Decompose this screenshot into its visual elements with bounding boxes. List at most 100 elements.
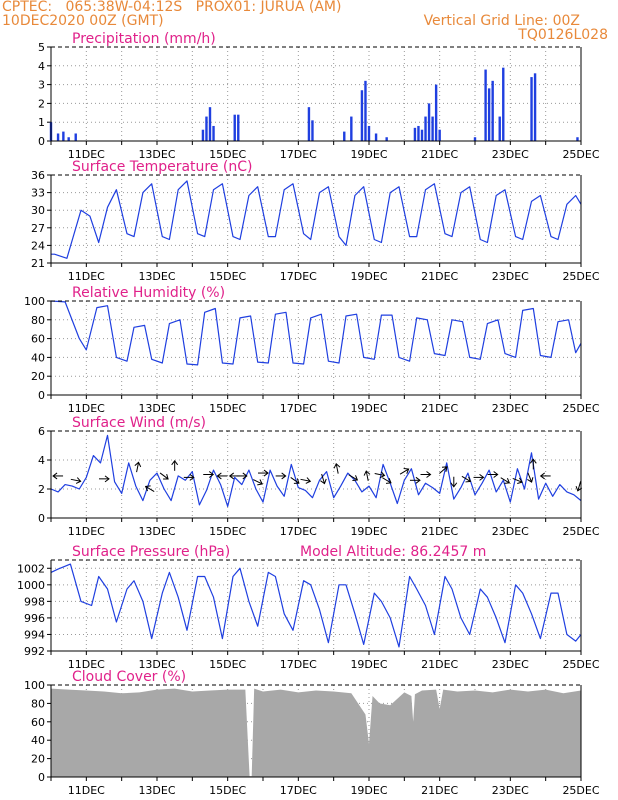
wind-arrow-head (426, 471, 432, 478)
wind-arrow-head (305, 477, 312, 484)
precip-bar (350, 116, 353, 141)
y-tick-label: 2 (38, 483, 45, 496)
wind-arrow-head (575, 486, 583, 492)
y-tick-label: 6 (38, 425, 45, 438)
x-tick-label: 23DEC (492, 402, 529, 415)
precip-bar (374, 133, 378, 141)
precip-bar (367, 125, 371, 141)
panel-title: Surface Wind (m/s) (72, 415, 206, 431)
precip-bar (576, 137, 579, 141)
x-tick-label: 15DEC (209, 658, 246, 671)
wind-arrow-shaft (321, 473, 325, 484)
wind-arrow-head (333, 462, 341, 469)
x-tick-label: 17DEC (280, 270, 317, 283)
wind-arrow (399, 468, 410, 475)
wind-arrow (363, 470, 371, 481)
wind-arrow-head (281, 472, 287, 480)
wind-arrow (171, 459, 179, 471)
precip-bar (364, 80, 367, 141)
x-tick-label: 15DEC (209, 402, 246, 415)
wind-arrow-head (242, 472, 248, 480)
wind-arrow (348, 474, 359, 481)
x-tick-label: 23DEC (492, 525, 529, 538)
wind-arrow-head (352, 475, 359, 481)
y-tick-label: 20 (31, 753, 45, 766)
precip-bar (307, 107, 311, 141)
x-tick-label: 21DEC (421, 525, 458, 538)
wind-arrow-head (134, 461, 142, 468)
wind-arrow-head (144, 485, 151, 492)
x-tick-label: 21DEC (421, 270, 458, 283)
x-tick-label: 23DEC (492, 270, 529, 283)
wind-arrow (70, 477, 82, 484)
x-tick-label: 13DEC (138, 270, 175, 283)
x-tick-label: 11DEC (68, 658, 105, 671)
wind-arrow-shaft (527, 472, 533, 483)
wind-arrow-head (504, 478, 511, 484)
precip-bar (205, 116, 208, 141)
x-tick-label: 25DEC (562, 402, 599, 415)
y-tick-label: 40 (31, 734, 45, 747)
wind-arrow-shaft (253, 479, 263, 485)
wind-arrow-shaft (70, 478, 81, 482)
x-tick-label: 11DEC (68, 525, 105, 538)
wind-arrow (300, 477, 312, 484)
y-tick-label: 100 (24, 295, 45, 308)
header-line1: CPTEC: 065:38W-04:12S PROX01: JURUA (AM) (2, 0, 342, 15)
precip-bar (385, 137, 388, 141)
precip-bar (491, 80, 494, 141)
x-tick-label: 25DEC (562, 658, 599, 671)
header-line2: 10DEC2020 00Z (GMT) (2, 13, 164, 29)
precip-bar (67, 137, 70, 141)
panel-title: Cloud Cover (%) (72, 669, 186, 685)
precip-bar (201, 129, 205, 141)
precip-bar (311, 120, 314, 141)
precip-bar (417, 125, 420, 141)
precip-bar (424, 116, 427, 141)
wind-arrow (275, 472, 287, 480)
wind-arrow (320, 473, 327, 485)
x-tick-label: 25DEC (562, 148, 599, 161)
wind-arrow (134, 461, 142, 473)
y-tick-label: 992 (24, 645, 45, 658)
wind-arrow-head (257, 479, 263, 486)
y-tick-label: 60 (31, 333, 45, 346)
x-tick-label: 17DEC (280, 148, 317, 161)
x-tick-label: 15DEC (209, 525, 246, 538)
wind-arrow (439, 466, 448, 474)
y-tick-label: 60 (31, 716, 45, 729)
wind-arrow (236, 472, 248, 480)
x-tick-label: 23DEC (492, 148, 529, 161)
y-tick-label: 40 (31, 351, 45, 364)
y-tick-label: 996 (24, 612, 45, 625)
wind-arrow (159, 472, 169, 480)
wind-arrow-head (379, 471, 386, 479)
y-tick-label: 4 (38, 60, 45, 73)
x-tick-label: 23DEC (492, 658, 529, 671)
x-tick-label: 11DEC (68, 784, 105, 797)
precip-bar (427, 103, 431, 141)
y-tick-label: 20 (31, 370, 45, 383)
precip-bar (487, 88, 491, 141)
y-tick-label: 5 (38, 41, 45, 54)
wind-arrow-head (529, 458, 537, 464)
x-tick-label: 25DEC (562, 270, 599, 283)
x-tick-label: 21DEC (421, 148, 458, 161)
wind-arrow-shaft (439, 466, 448, 474)
y-tick-label: 21 (31, 257, 45, 270)
precip-bar (343, 131, 346, 141)
x-tick-label: 17DEC (280, 525, 317, 538)
wind-arrow-head (517, 477, 523, 484)
wind-arrow-head (104, 475, 110, 483)
y-tick-label: 36 (31, 169, 45, 182)
precip-bar (431, 116, 434, 141)
wind-arrow-head (539, 472, 545, 480)
wind-arrow (487, 471, 499, 478)
panel-6: 0 20 40 60 80 100 11DEC 13DEC 15DEC 17DEC 19DEC 21D… (24, 669, 600, 797)
wind-arrow (500, 477, 511, 484)
y-tick-label: 1 (38, 116, 45, 129)
wind-arrow-shaft (365, 470, 369, 481)
x-tick-label: 15DEC (209, 270, 246, 283)
wind-arrow-shaft (300, 478, 311, 482)
panel-title: Precipitation (mm/h) (72, 31, 216, 47)
